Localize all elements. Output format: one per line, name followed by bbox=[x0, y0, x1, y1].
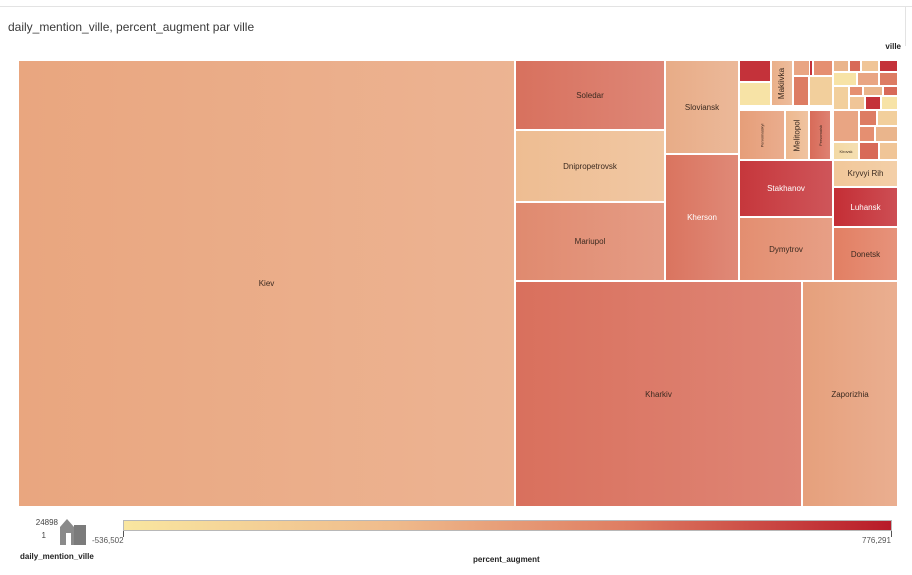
size-legend-max: 24898 bbox=[35, 518, 58, 527]
treemap-cell-dymytrov[interactable]: Dymytrov bbox=[739, 217, 833, 281]
treemap-label: Dymytrov bbox=[769, 244, 803, 254]
treemap-label: Soledar bbox=[576, 90, 604, 100]
color-legend-tick-min bbox=[123, 531, 124, 537]
treemap-cell-zaporizhia[interactable]: Zaporizhia bbox=[802, 281, 898, 507]
treemap-cell-small[interactable] bbox=[879, 72, 898, 86]
treemap-cell-small[interactable] bbox=[809, 60, 813, 76]
treemap-cell-melitopol[interactable]: Melitopol bbox=[785, 110, 809, 160]
treemap-cell-small[interactable] bbox=[739, 60, 771, 82]
treemap-cell-small[interactable] bbox=[861, 60, 879, 72]
chart-title: daily_mention_ville, percent_augment par… bbox=[8, 20, 255, 34]
treemap-cell-small[interactable] bbox=[881, 96, 898, 110]
treemap-label: Kharkiv bbox=[645, 389, 672, 399]
treemap-cell-small[interactable] bbox=[859, 126, 875, 142]
treemap-cell-kryvyi-rih[interactable]: Kryvyi Rih bbox=[833, 160, 898, 187]
treemap-cell-small[interactable] bbox=[793, 76, 809, 106]
treemap-cell-small[interactable] bbox=[879, 60, 898, 72]
color-legend-min: -536,502 bbox=[92, 536, 124, 545]
treemap-cell-kirovsk[interactable]: Kirovsk bbox=[833, 142, 859, 160]
treemap-cell-makiivka[interactable]: Makiivka bbox=[771, 60, 793, 106]
treemap-label: Melitopol bbox=[792, 118, 802, 152]
treemap-cell-soledar[interactable]: Soledar bbox=[515, 60, 665, 130]
size-legend-min: 1 bbox=[41, 531, 46, 540]
treemap-cell-small[interactable] bbox=[859, 110, 877, 126]
treemap-cell-luhansk[interactable]: Luhansk bbox=[833, 187, 898, 227]
treemap-cell-pervomaiskyi[interactable]: Pervomaiskyi bbox=[739, 110, 785, 160]
size-legend-title: daily_mention_ville bbox=[20, 552, 94, 561]
treemap-cell-small[interactable] bbox=[833, 72, 857, 86]
size-legend-icon bbox=[60, 519, 86, 545]
treemap-label: Stakhanov bbox=[767, 184, 805, 193]
treemap-cell-small[interactable] bbox=[739, 82, 771, 106]
treemap-cell-small[interactable] bbox=[857, 72, 879, 86]
treemap-cell-small[interactable] bbox=[883, 86, 898, 96]
treemap-label: Mariupol bbox=[574, 237, 606, 246]
treemap-label: Kryvyi Rih bbox=[847, 169, 884, 178]
treemap-label: Sloviansk bbox=[684, 102, 720, 112]
treemap-label: Pervomaiskyi bbox=[759, 123, 765, 147]
treemap-label: Kirovsk bbox=[839, 148, 853, 154]
color-legend-bar bbox=[123, 520, 892, 531]
treemap-cell-small[interactable] bbox=[809, 76, 833, 106]
treemap-cell-small[interactable] bbox=[849, 60, 861, 72]
treemap-label: Dnipropetrovsk bbox=[563, 161, 617, 171]
color-legend-tick-max bbox=[891, 531, 892, 537]
treemap-cell-sloviansk[interactable]: Sloviansk bbox=[665, 60, 739, 154]
treemap-cell-kiev[interactable]: Kiev bbox=[18, 60, 515, 507]
treemap-label: Kherson bbox=[687, 213, 717, 222]
treemap-cell-pervomaisk[interactable]: Pervomaisk bbox=[809, 110, 831, 160]
treemap-cell-small[interactable] bbox=[849, 96, 865, 110]
group-label: ville bbox=[885, 42, 901, 51]
treemap-label: Luhansk bbox=[850, 202, 881, 212]
top-divider bbox=[0, 6, 912, 7]
treemap-label: Makiivka bbox=[777, 67, 787, 99]
treemap-label: Pervomaisk bbox=[817, 124, 823, 146]
treemap-cell-mariupol[interactable]: Mariupol bbox=[515, 202, 665, 281]
treemap-cell-kharkiv[interactable]: Kharkiv bbox=[515, 281, 802, 507]
color-legend-title: percent_augment bbox=[473, 555, 540, 564]
treemap-cell-small[interactable] bbox=[833, 110, 859, 142]
treemap-cell-small[interactable] bbox=[833, 60, 849, 72]
treemap-cell-dnipropetrovsk[interactable]: Dnipropetrovsk bbox=[515, 130, 665, 202]
right-divider bbox=[905, 6, 906, 46]
treemap-cell-small[interactable] bbox=[833, 86, 849, 110]
treemap-cell-small[interactable] bbox=[849, 86, 863, 96]
treemap-cell-small[interactable] bbox=[877, 110, 898, 126]
treemap-cell-small[interactable] bbox=[859, 142, 879, 160]
treemap-cell-small[interactable] bbox=[863, 86, 883, 96]
treemap-label: Donetsk bbox=[850, 249, 881, 259]
treemap-cell-kherson[interactable]: Kherson bbox=[665, 154, 739, 281]
treemap-cell-small[interactable] bbox=[875, 126, 898, 142]
color-legend-max: 776,291 bbox=[862, 536, 891, 545]
treemap-label: Zaporizhia bbox=[831, 389, 869, 399]
treemap-cell-small[interactable] bbox=[879, 142, 898, 160]
treemap-cell-donetsk[interactable]: Donetsk bbox=[833, 227, 898, 281]
treemap-cell-small[interactable] bbox=[865, 96, 881, 110]
treemap-cell-stakhanov[interactable]: Stakhanov bbox=[739, 160, 833, 217]
treemap-label: Kiev bbox=[258, 279, 275, 288]
treemap-cell-small[interactable] bbox=[813, 60, 833, 76]
